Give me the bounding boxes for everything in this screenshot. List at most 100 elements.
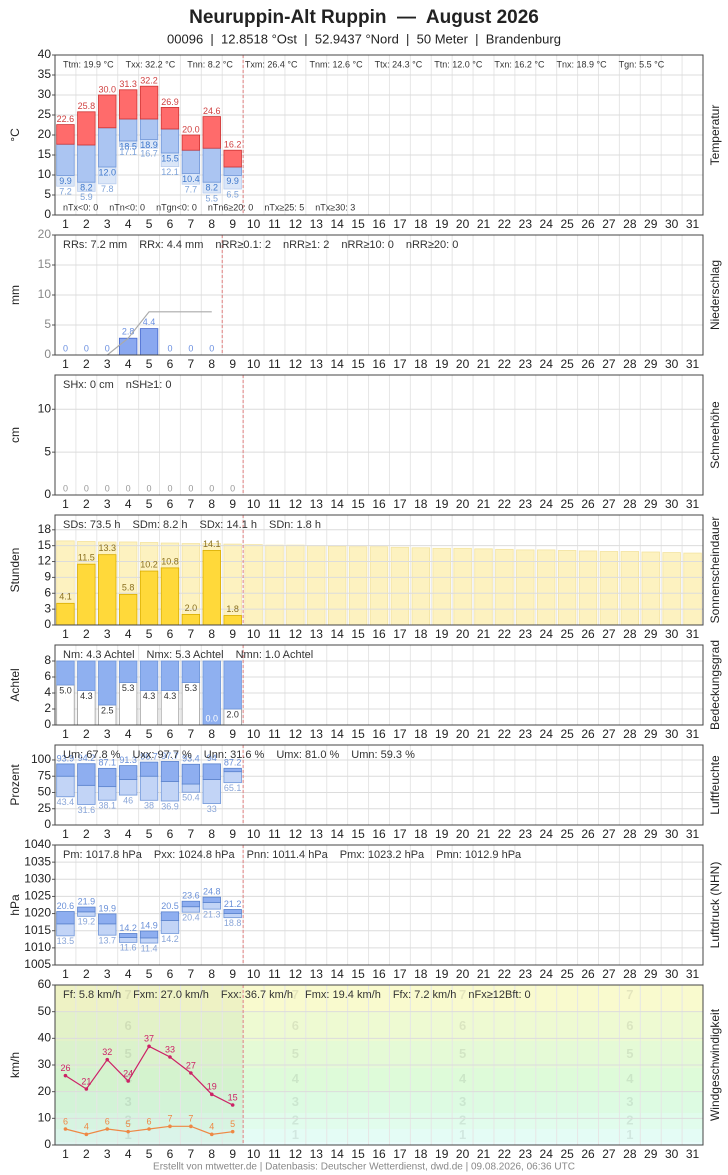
x-tick-label: 25: [560, 1147, 574, 1161]
x-tick-label: 11: [268, 727, 281, 741]
x-tick-label: 17: [393, 497, 407, 511]
upper-bar: [139, 930, 159, 939]
bar: [77, 563, 96, 626]
beaufort-label: 6: [125, 1018, 132, 1033]
wind-point: [63, 1127, 68, 1131]
x-tick-label: 6: [167, 1147, 174, 1161]
lower-bar: [118, 779, 138, 796]
x-tick-label: 8: [208, 967, 215, 981]
y-axis-label: cm: [8, 427, 22, 443]
x-tick-label: 18: [414, 497, 428, 511]
stat-text: RRx: 4.4 mm: [139, 239, 203, 251]
x-tick-label: 9: [229, 1147, 236, 1161]
x-tick-label: 4: [125, 627, 132, 641]
panel-bg: [55, 845, 703, 965]
x-tick-label: 16: [372, 1147, 386, 1161]
x-tick-label: 8: [208, 727, 215, 741]
value-label: 7.8: [101, 184, 114, 194]
x-tick-label: 5: [146, 827, 153, 841]
wind-point: [84, 1087, 89, 1091]
y-tick-label: 35: [38, 67, 52, 81]
x-tick-label: 29: [644, 497, 658, 511]
mean-max-bar: [77, 111, 96, 146]
x-tick-label: 3: [104, 967, 111, 981]
x-tick-label: 1: [62, 497, 69, 511]
upper-bar: [202, 763, 221, 780]
possible-sun: [641, 551, 660, 626]
x-tick-label: 2: [83, 357, 90, 371]
y-tick-label: 50: [38, 785, 52, 799]
side-label: Windgeschwindigkeit: [708, 1008, 722, 1121]
possible-sun: [474, 548, 493, 626]
x-tick-label: 18: [414, 727, 428, 741]
wind-point: [168, 1055, 172, 1059]
x-tick-label: 29: [644, 967, 658, 981]
x-tick-label: 29: [644, 627, 658, 641]
y-axis-label: hPa: [8, 894, 22, 916]
x-tick-label: 31: [686, 967, 700, 981]
stat-text: Txm: 26.4 °C: [245, 59, 298, 69]
lower-bar: [139, 775, 159, 801]
y-tick-label: 15: [38, 538, 52, 552]
stat-text: nRR≥1: 2: [283, 239, 329, 251]
lower-bar: [56, 775, 75, 798]
value-label: 91.3: [119, 755, 137, 765]
wind-point: [209, 1132, 214, 1137]
x-tick-label: 11: [268, 497, 281, 511]
x-tick-label: 22: [498, 727, 512, 741]
y-tick-label: 25: [38, 801, 52, 815]
value-label: 1.8: [226, 604, 239, 614]
value-label: 93.9: [57, 753, 75, 763]
min-mean-bar: [160, 128, 180, 154]
stat-text: nSH≥1: 0: [126, 379, 172, 391]
x-tick-label: 27: [602, 497, 616, 511]
value-label: 13.7: [98, 936, 116, 946]
x-tick-label: 22: [498, 627, 512, 641]
value-label: 9.9: [226, 176, 239, 186]
x-tick-label: 1: [62, 627, 69, 641]
y-tick-label: 0: [44, 347, 51, 361]
lower-bar: [202, 779, 221, 804]
x-tick-label: 27: [602, 217, 616, 231]
x-tick-label: 21: [477, 627, 491, 641]
x-tick-label: 14: [331, 217, 345, 231]
value-label: 26.9: [161, 97, 179, 107]
x-tick-label: 21: [477, 967, 491, 981]
y-tick-label: 5: [44, 444, 51, 458]
value-label: 5: [230, 1119, 235, 1129]
upper-bar: [118, 933, 138, 938]
x-tick-label: 5: [146, 1147, 153, 1161]
value-label: 96.7: [140, 751, 158, 761]
y-tick-label: 0: [44, 817, 51, 831]
x-tick-label: 10: [247, 627, 261, 641]
y-tick-label: 8: [44, 653, 51, 667]
x-tick-label: 13: [310, 827, 324, 841]
value-label: 20.4: [182, 913, 200, 923]
mean-max-bar: [56, 124, 75, 145]
possible-sun: [390, 546, 410, 626]
panel-frame: [54, 844, 704, 966]
value-label: 0: [147, 483, 152, 493]
x-tick-label: 6: [167, 627, 174, 641]
x-tick-label: 15: [351, 1147, 365, 1161]
beaufort-label: 6: [626, 1018, 633, 1033]
value-label: 5.5: [206, 193, 219, 203]
upper-bar: [223, 767, 242, 773]
x-tick-label: 22: [498, 1147, 512, 1161]
x-tick-label: 17: [393, 827, 407, 841]
y-tick-label: 2: [44, 701, 51, 715]
value-label: 5: [126, 1119, 131, 1129]
upper-bar: [181, 900, 201, 908]
stat-text: Nm: 4.3 Achtel: [63, 649, 135, 661]
value-label: 13.5: [57, 936, 75, 946]
stat-text: Fxm: 27.0 km/h: [133, 989, 209, 1001]
y-tick-label: 1030: [24, 871, 51, 885]
value-label: 4.3: [143, 691, 156, 701]
x-tick-label: 10: [247, 1147, 261, 1161]
x-tick-label: 30: [665, 967, 679, 981]
beaufort-label: 4: [626, 1071, 634, 1086]
value-label: 21.2: [224, 899, 242, 909]
x-tick-label: 5: [146, 967, 153, 981]
cover-bar: [56, 660, 75, 686]
value-label: 5.9: [80, 192, 93, 202]
